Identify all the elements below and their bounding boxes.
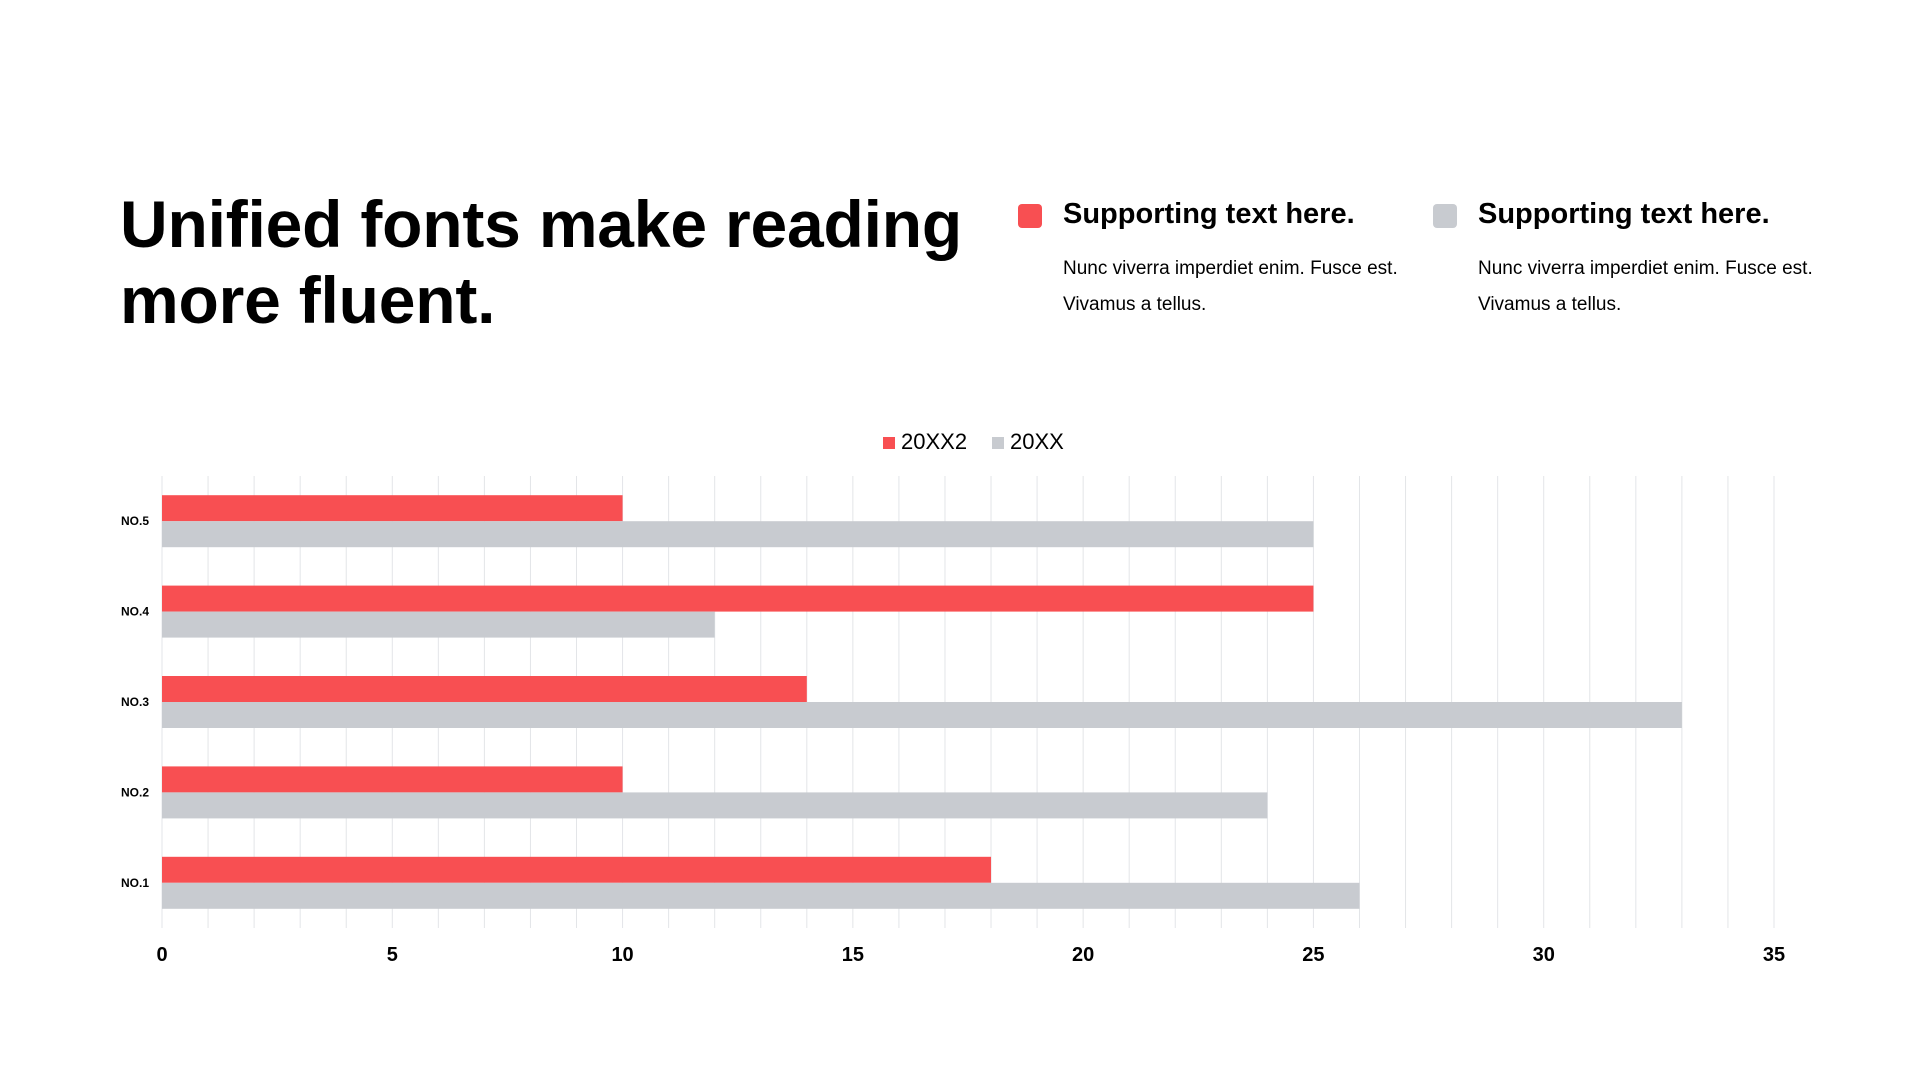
category-label: NO.5 xyxy=(121,514,149,528)
bar-20XX-NO.5 xyxy=(162,521,1314,548)
bar-20XX2-NO.2 xyxy=(162,766,623,793)
support-heading: Supporting text here. xyxy=(1478,198,1770,230)
bar-20XX2-NO.3 xyxy=(162,676,807,702)
bar-20XX-NO.1 xyxy=(162,882,1360,909)
legend-label: 20XX2 xyxy=(901,429,967,454)
category-label: NO.1 xyxy=(121,876,149,890)
x-tick-label: 15 xyxy=(842,944,864,966)
red-swatch-icon xyxy=(1018,204,1042,228)
x-tick-label: 20 xyxy=(1072,944,1094,966)
gray-swatch-icon xyxy=(1433,204,1457,228)
x-tick-label: 10 xyxy=(611,944,633,966)
legend-swatch-20XX2 xyxy=(883,437,895,449)
bar-20XX-NO.2 xyxy=(162,792,1268,819)
support-body: Nunc viverra imperdiet enim. Fusce est. … xyxy=(1063,258,1398,315)
x-tick-label: 5 xyxy=(387,944,398,966)
bar-20XX-NO.3 xyxy=(162,702,1682,728)
category-label: NO.3 xyxy=(121,695,149,709)
x-tick-label: 35 xyxy=(1763,944,1785,966)
x-tick-label: 0 xyxy=(156,944,167,966)
slide-title: Unified fonts make reading more fluent. xyxy=(120,187,962,337)
bar-20XX2-NO.4 xyxy=(162,585,1314,612)
legend-label: 20XX xyxy=(1010,429,1064,454)
bar-20XX-NO.4 xyxy=(162,611,715,638)
x-tick-label: 30 xyxy=(1533,944,1555,966)
support-heading: Supporting text here. xyxy=(1063,198,1355,230)
support-body: Nunc viverra imperdiet enim. Fusce est. … xyxy=(1478,258,1813,315)
legend-swatch-20XX xyxy=(992,437,1004,449)
category-label: NO.2 xyxy=(121,785,149,799)
x-tick-label: 25 xyxy=(1302,944,1324,966)
bar-20XX2-NO.5 xyxy=(162,495,623,522)
bar-20XX2-NO.1 xyxy=(162,856,992,883)
category-label: NO.4 xyxy=(121,605,149,619)
